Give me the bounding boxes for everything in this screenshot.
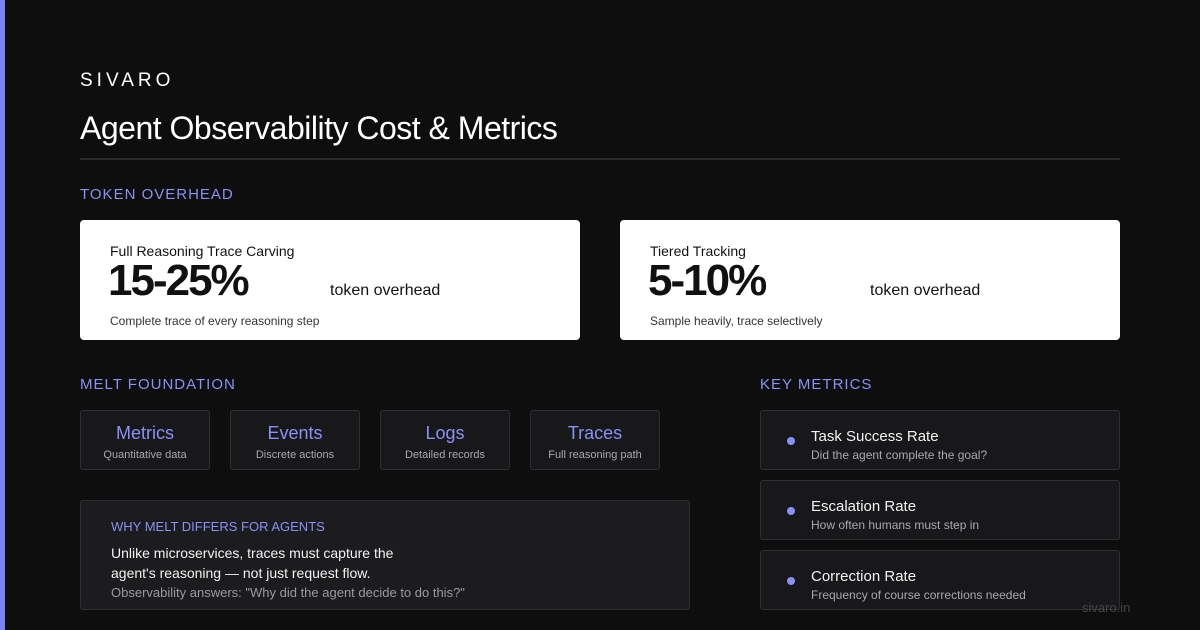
melt-foundation-label: MELT FOUNDATION <box>80 376 236 393</box>
why-melt-text-line-1: Unlike microservices, traces must captur… <box>111 545 394 561</box>
token-card-title: Tiered Tracking <box>650 243 746 259</box>
bullet-dot-icon <box>787 577 795 585</box>
key-metric-name: Task Success Rate <box>811 428 939 445</box>
key-metric-description: How often humans must step in <box>811 518 980 532</box>
key-metric-correction: Correction Rate Frequency of course corr… <box>760 550 1120 610</box>
key-metric-name: Correction Rate <box>811 568 917 585</box>
page-title: Agent Observability Cost & Metrics <box>80 110 558 146</box>
melt-box-name: Events <box>267 423 323 443</box>
token-card-description: Complete trace of every reasoning step <box>110 314 320 328</box>
key-metric-name: Escalation Rate <box>811 498 917 515</box>
melt-box-events: Events Discrete actions <box>230 410 360 470</box>
key-metric-description: Frequency of course corrections needed <box>811 588 1026 602</box>
why-melt-heading: WHY MELT DIFFERS FOR AGENTS <box>111 519 325 534</box>
title-divider <box>80 158 1120 160</box>
key-metric-task-success: Task Success Rate Did the agent complete… <box>760 410 1120 470</box>
melt-box-name: Traces <box>567 423 623 443</box>
melt-box-name: Logs <box>425 423 465 443</box>
why-melt-note: Observability answers: "Why did the agen… <box>111 585 465 600</box>
melt-box-traces: Traces Full reasoning path <box>530 410 660 470</box>
melt-box-name: Metrics <box>116 423 174 443</box>
accent-bar <box>0 0 5 630</box>
why-melt-panel: WHY MELT DIFFERS FOR AGENTS Unlike micro… <box>80 500 690 610</box>
bullet-dot-icon <box>787 437 795 445</box>
key-metrics-label: KEY METRICS <box>760 376 873 393</box>
token-card-unit: token overhead <box>330 282 441 299</box>
token-card-tiered: Tiered Tracking 5-10% token overhead Sam… <box>620 220 1120 340</box>
key-metric-escalation: Escalation Rate How often humans must st… <box>760 480 1120 540</box>
melt-box-metrics: Metrics Quantitative data <box>80 410 210 470</box>
brand-name: SIVARO <box>80 70 175 91</box>
token-card-value: 5-10% <box>648 256 767 305</box>
token-card-description: Sample heavily, trace selectively <box>650 314 823 328</box>
token-overhead-label: TOKEN OVERHEAD <box>80 186 234 203</box>
why-melt-text-line-2: agent's reasoning — not just request flo… <box>111 565 371 581</box>
melt-box-description: Quantitative data <box>103 449 187 461</box>
melt-box-description: Discrete actions <box>255 449 335 461</box>
token-card-full-trace: Full Reasoning Trace Carving 15-25% toke… <box>80 220 580 340</box>
melt-box-description: Detailed records <box>404 449 486 461</box>
token-card-value: 15-25% <box>108 256 250 305</box>
melt-box-logs: Logs Detailed records <box>380 410 510 470</box>
key-metric-description: Did the agent complete the goal? <box>811 448 988 462</box>
bullet-dot-icon <box>787 507 795 515</box>
token-card-title: Full Reasoning Trace Carving <box>110 243 295 259</box>
melt-box-description: Full reasoning path <box>548 449 642 461</box>
token-card-unit: token overhead <box>870 282 981 299</box>
footer-url: sivaro.in <box>1082 600 1131 615</box>
